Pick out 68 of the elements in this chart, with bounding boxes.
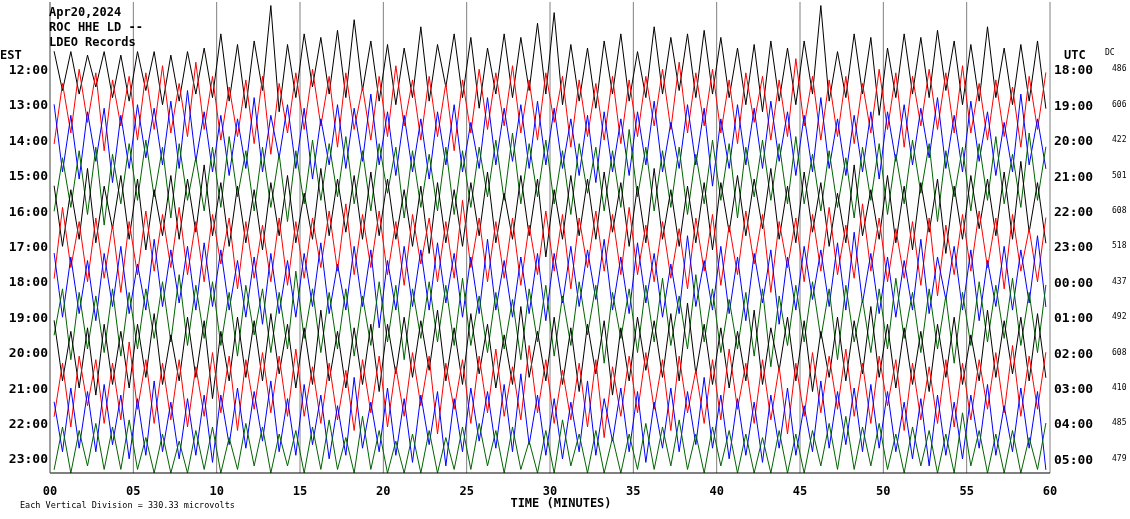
text: 18:00 [1054, 61, 1094, 77]
text: ROC HHE LD -- [49, 20, 143, 34]
text: 20:00 [1054, 132, 1094, 148]
text: 02:00 [1054, 345, 1094, 361]
x-tick-label: 10 [209, 483, 224, 498]
x-tick-label: 25 [459, 483, 474, 498]
text: 486 [1112, 64, 1127, 74]
x-tick-label: 00 [42, 483, 58, 498]
text: 01:00 [1054, 309, 1094, 325]
text: 03:00 [1054, 380, 1094, 396]
annotation: LDEO Records [49, 35, 136, 49]
y-tick-label: 15:00 [8, 168, 49, 184]
chart-title: Apr20,2024 [49, 5, 122, 19]
text: 00:00 [1054, 274, 1094, 290]
y-tick-label: 18:00 [8, 274, 49, 290]
text: 501 [1112, 170, 1127, 180]
y-tick-label: 17:00 [8, 238, 49, 254]
text: UTC [1064, 48, 1086, 62]
text: 422 [1112, 135, 1127, 145]
text: 485 [1112, 418, 1127, 428]
text: 518 [1112, 241, 1127, 251]
text: 22:00 [1054, 203, 1094, 219]
text: 437 [1112, 276, 1127, 286]
line-series [53, 373, 1047, 470]
y-axis-title: EST [0, 48, 22, 62]
y-tick-label: 19:00 [8, 309, 49, 325]
text: 21:00 [1054, 168, 1094, 184]
text: Each Vertical Division = 330.33 microvolts [20, 500, 235, 510]
line-series [53, 412, 1047, 473]
text: 608 [1112, 347, 1127, 357]
y-tick-label: 16:00 [8, 203, 49, 219]
line-series [53, 231, 1047, 329]
x-tick-label: 35 [626, 483, 641, 498]
x-tick-label: 05 [126, 483, 141, 498]
text: 23:00 [1054, 238, 1094, 254]
line-series [53, 270, 1047, 368]
y-tick-label: 12:00 [8, 61, 49, 77]
y-tick-label: 20:00 [8, 345, 49, 361]
x-tick-label: 50 [876, 483, 891, 498]
line-series [53, 58, 1047, 155]
text: 492 [1112, 312, 1127, 322]
x-tick-label: 45 [792, 483, 808, 498]
line-series [53, 128, 1047, 226]
text: 05:00 [1054, 451, 1094, 467]
line-series [53, 160, 1047, 258]
y-tick-label: 21:00 [8, 380, 49, 396]
text: 410 [1112, 383, 1127, 392]
x-tick-label: 55 [959, 483, 974, 498]
x-tick-label: 15 [292, 483, 308, 498]
text: 04:00 [1054, 415, 1094, 431]
x-tick-label: 40 [709, 483, 724, 498]
text: DC [1105, 48, 1115, 57]
line-series [53, 302, 1047, 400]
y-tick-label: 23:00 [8, 451, 49, 467]
x-tick-label: 60 [1042, 483, 1058, 498]
text: 606 [1112, 99, 1127, 109]
line-series [53, 341, 1047, 439]
line-series [53, 90, 1047, 187]
text: 19:00 [1054, 97, 1094, 113]
line-series [53, 199, 1047, 297]
y-tick-label: 22:00 [8, 416, 49, 432]
text: 479 [1112, 453, 1127, 463]
x-tick-label: 30 [542, 483, 558, 498]
x-axis-title: TIME (MINUTES) [510, 496, 612, 510]
y-tick-label: 14:00 [8, 132, 49, 148]
x-tick-label: 20 [376, 483, 391, 498]
text: 608 [1112, 205, 1127, 215]
y-tick-label: 13:00 [8, 97, 49, 113]
